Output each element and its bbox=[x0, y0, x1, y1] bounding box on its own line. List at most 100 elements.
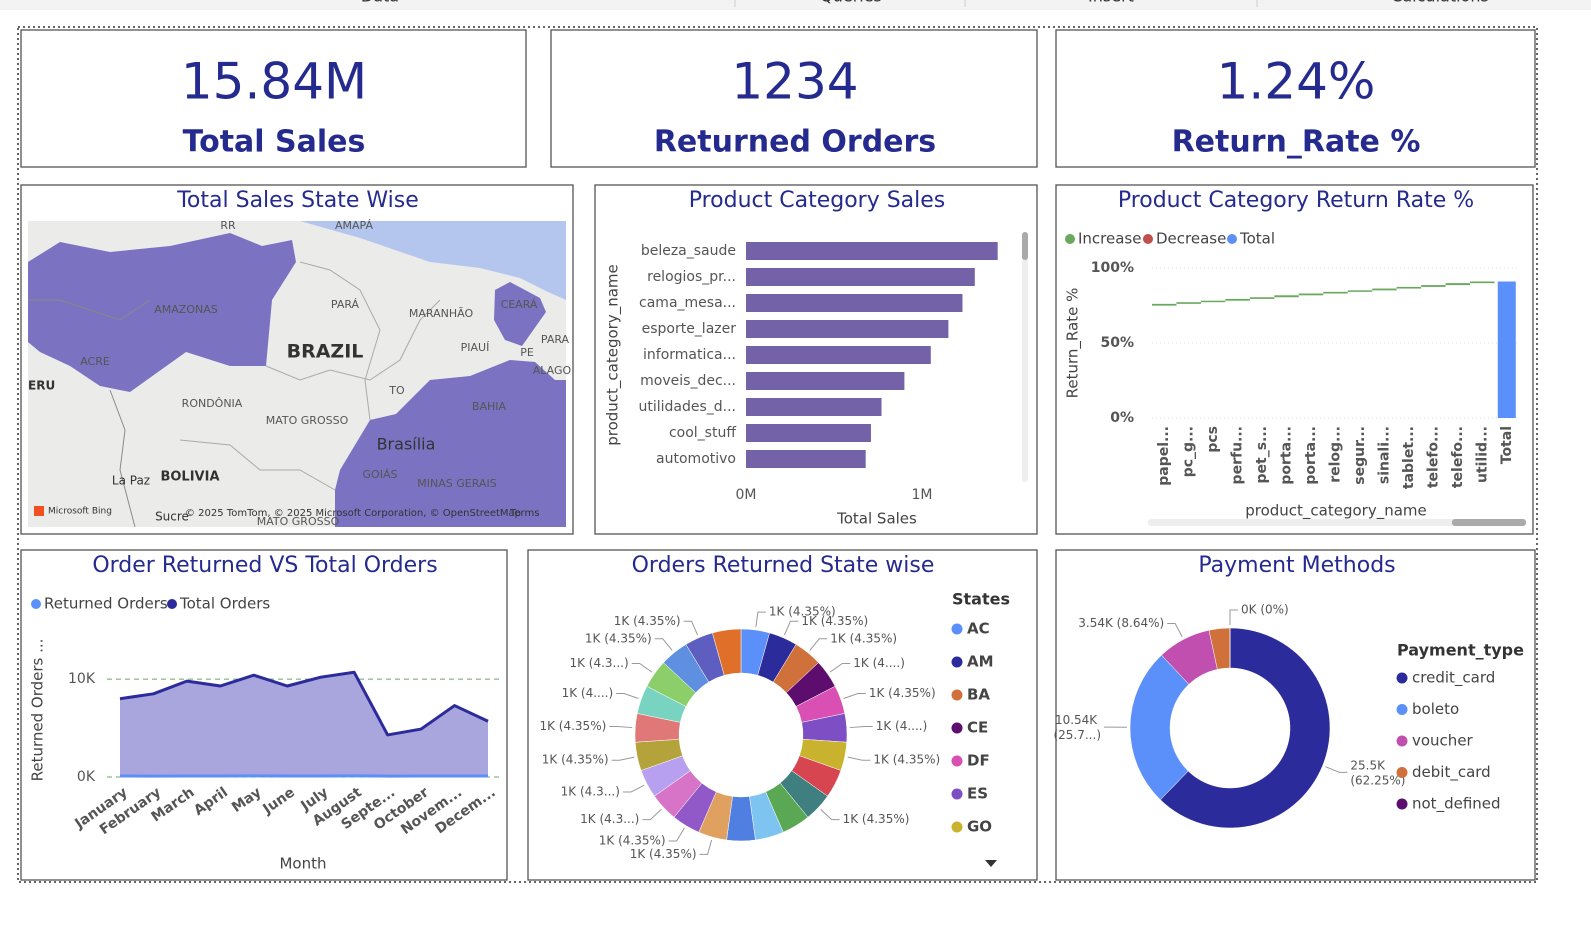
tab[interactable]: Calculations bbox=[1391, 0, 1489, 6]
canvas-border bbox=[17, 26, 1538, 883]
map-label: Sucre bbox=[155, 510, 189, 524]
kpi-value: 1234 bbox=[731, 53, 858, 111]
data-label: 10.54K (25.7...) bbox=[1053, 713, 1101, 742]
leader-line bbox=[642, 809, 662, 821]
leader-line bbox=[829, 662, 851, 673]
map-label: AMAPÁ bbox=[335, 219, 373, 232]
map-label: TO bbox=[388, 384, 405, 397]
chart-title: Order Returned VS Total Orders bbox=[92, 553, 437, 578]
y-tick-label: relogios_pr... bbox=[647, 269, 736, 285]
data-label: 1K (4.35%) bbox=[869, 686, 936, 700]
leader-line bbox=[611, 756, 635, 761]
x-tick-label: tablet... bbox=[1401, 426, 1417, 489]
legend-scroll-arrow[interactable] bbox=[985, 860, 997, 867]
data-label: 1K (4.35%) bbox=[542, 753, 609, 767]
legend-marker bbox=[31, 599, 41, 609]
scrollbar-thumb[interactable] bbox=[1022, 232, 1028, 260]
map-provider: Microsoft Bing bbox=[48, 507, 112, 517]
x-tick-label: telefo... bbox=[1450, 426, 1466, 488]
data-label: 1K (4.35%) bbox=[630, 847, 697, 861]
y-tick-label: esporte_lazer bbox=[642, 321, 737, 337]
x-axis-label: product_category_name bbox=[1245, 502, 1427, 521]
legend-title: States bbox=[952, 590, 1010, 609]
bar bbox=[746, 242, 998, 260]
data-label: 1K (4.35%) bbox=[585, 631, 652, 645]
legend-label: ES bbox=[967, 785, 988, 803]
leader-line bbox=[1229, 609, 1238, 625]
map-title: Total Sales State Wise bbox=[176, 188, 419, 213]
kpi-card bbox=[20, 29, 527, 168]
chart-title: Product Category Return Rate % bbox=[1118, 188, 1474, 213]
highlighted-state bbox=[494, 282, 546, 346]
legend-marker bbox=[951, 656, 963, 668]
data-label: 1K (4.35%) bbox=[599, 833, 666, 847]
map-label: ALAGO bbox=[533, 364, 572, 377]
leader-line bbox=[622, 784, 645, 793]
total-bar bbox=[1497, 281, 1516, 418]
leader-line bbox=[1167, 623, 1183, 638]
legend-label: GO bbox=[967, 818, 992, 836]
x-tick-label: 0M bbox=[736, 487, 757, 503]
map-label: GOIÁS bbox=[363, 468, 398, 481]
legend-label: boleto bbox=[1412, 700, 1459, 718]
area bbox=[120, 672, 488, 777]
chart-title: Orders Returned State wise bbox=[632, 553, 935, 578]
map-label: CEARÁ bbox=[501, 298, 538, 311]
kpi-value: 15.84M bbox=[181, 53, 367, 111]
data-label: 1K (4.3...) bbox=[569, 656, 628, 670]
waterfall-step bbox=[1298, 293, 1324, 296]
leader-line bbox=[616, 692, 639, 699]
data-label: 1K (4.3...) bbox=[561, 785, 620, 799]
map-label: PARÁ bbox=[331, 298, 360, 311]
legend-marker bbox=[1396, 672, 1408, 684]
x-tick-label: sinali... bbox=[1376, 426, 1392, 484]
kpi-label: Total Sales bbox=[183, 125, 366, 160]
chart-panel bbox=[1055, 184, 1534, 535]
leader-line bbox=[809, 638, 828, 651]
legend-marker bbox=[1396, 704, 1408, 715]
donut-slice bbox=[1160, 627, 1331, 829]
data-label: 1K (4.35%) bbox=[769, 605, 836, 619]
bar bbox=[746, 450, 866, 468]
scrollbar-thumb[interactable] bbox=[1452, 519, 1526, 526]
x-tick-label: porta... bbox=[1303, 426, 1319, 485]
x-tick-label: perfu... bbox=[1230, 426, 1246, 484]
tab[interactable]: Queries bbox=[820, 0, 882, 6]
data-label: 1K (4....) bbox=[853, 656, 905, 670]
y-tick-label: 10K bbox=[68, 671, 96, 687]
leader-line bbox=[783, 620, 799, 636]
data-label: 3.54K (8.64%) bbox=[1078, 616, 1164, 630]
scrollbar[interactable] bbox=[1022, 232, 1028, 482]
toolbar-tabs: Data Queries Insert Calculations bbox=[361, 0, 1489, 7]
border-line bbox=[109, 389, 136, 527]
map-label: La Paz bbox=[112, 474, 150, 488]
tab[interactable]: Insert bbox=[1088, 0, 1134, 6]
leader-line bbox=[609, 726, 633, 729]
y-tick-label: beleza_saude bbox=[641, 243, 736, 259]
map-terms[interactable]: Terms bbox=[509, 508, 539, 519]
legend-label: AM bbox=[967, 653, 994, 671]
y-axis-label: product_category_name bbox=[604, 264, 623, 446]
x-tick-label: porta... bbox=[1279, 426, 1295, 485]
x-tick-label: papel... bbox=[1156, 426, 1172, 486]
y-tick-label: moveis_dec... bbox=[640, 373, 736, 389]
y-tick-label: automotivo bbox=[656, 451, 736, 467]
map-label: MINAS GERAIS bbox=[417, 477, 496, 490]
legend-label: Decrease bbox=[1156, 230, 1226, 248]
leader-line bbox=[849, 726, 873, 729]
scrollbar[interactable] bbox=[1148, 519, 1526, 526]
toolbar bbox=[0, 0, 1591, 10]
tab[interactable]: Data bbox=[361, 0, 399, 6]
border-line bbox=[265, 299, 441, 381]
data-label: 1K (4.35%) bbox=[843, 812, 910, 826]
legend-marker bbox=[1396, 767, 1408, 778]
map-label: ERU bbox=[28, 379, 55, 393]
bar bbox=[746, 268, 975, 286]
waterfall-step bbox=[1200, 300, 1226, 303]
kpi-card bbox=[1055, 29, 1536, 168]
map-label: MATO GROSSO bbox=[266, 414, 349, 427]
waterfall-step bbox=[1347, 290, 1373, 292]
y-tick-label: cool_stuff bbox=[669, 425, 736, 441]
border-line bbox=[179, 439, 336, 491]
y-tick-label: 0K bbox=[77, 769, 96, 785]
